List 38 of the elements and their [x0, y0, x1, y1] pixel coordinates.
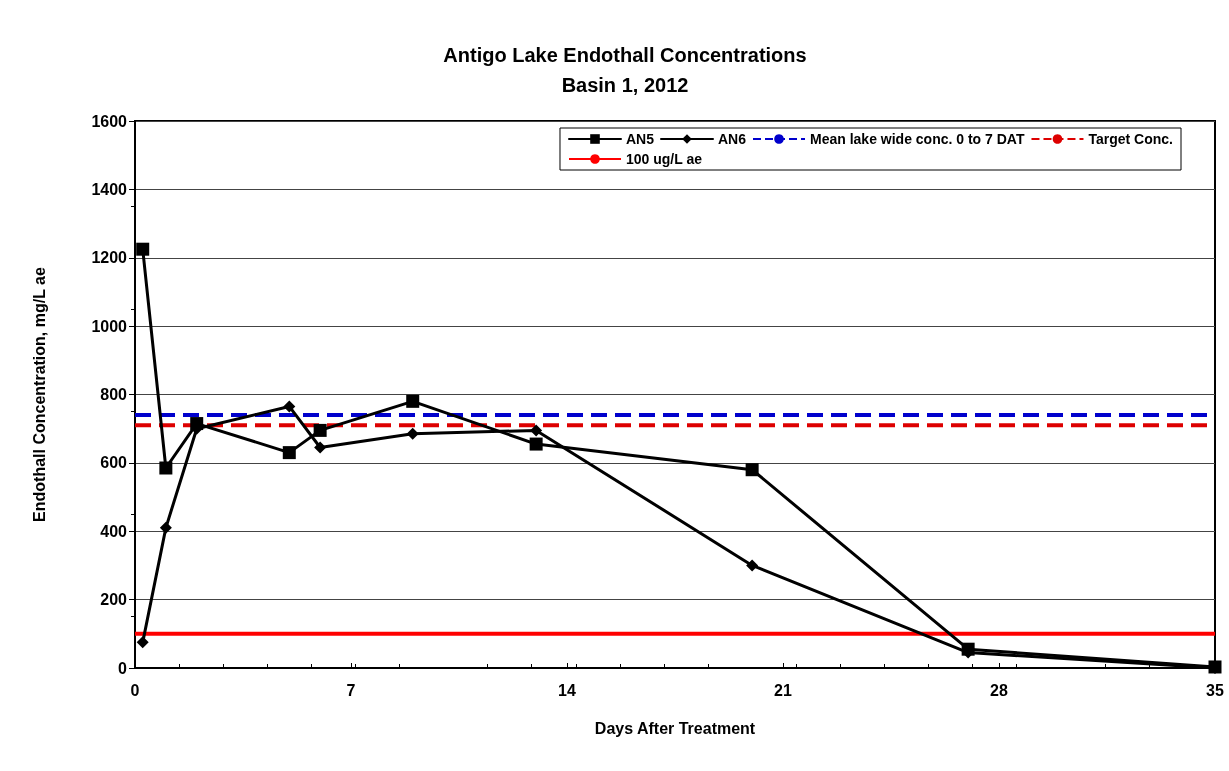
x-tick-label: 35: [1206, 681, 1224, 699]
y-tick-label: 800: [100, 386, 128, 403]
chart-title: Antigo Lake Endothall Concentrations: [443, 44, 807, 66]
legend-label: Target Conc.: [1088, 131, 1173, 147]
point: [136, 242, 150, 256]
y-tick-label: 600: [100, 454, 128, 472]
point: [745, 463, 759, 477]
point: [159, 461, 173, 475]
x-axis-title: Days After Treatment: [594, 719, 756, 737]
legend-label: 100 ug/L ae: [626, 151, 703, 167]
x-tick-label: 28: [990, 681, 1008, 699]
legend-label: Mean lake wide conc. 0 to 7 DAT: [810, 131, 1025, 147]
x-tick-label: 14: [558, 681, 576, 699]
point: [313, 423, 327, 437]
y-axis-title: Endothall Concentration, mg/L ae: [30, 266, 48, 522]
y-tick-label: 400: [100, 522, 128, 540]
x-tick-label: 0: [130, 681, 140, 699]
chart-subtitle: Basin 1, 2012: [561, 74, 689, 96]
point: [314, 441, 327, 454]
point: [282, 446, 296, 460]
legend-label: AN5: [626, 131, 655, 147]
point: [283, 400, 296, 413]
point: [136, 636, 149, 649]
y-tick-label: 1400: [91, 180, 128, 198]
x-tick-label: 7: [346, 681, 356, 699]
y-tick-label: 0: [118, 659, 128, 677]
point: [159, 521, 172, 534]
point: [406, 427, 419, 440]
point: [746, 559, 759, 572]
legend-label: AN6: [718, 131, 747, 147]
x-tick-label: 21: [774, 681, 792, 699]
y-tick-label: 200: [100, 591, 128, 609]
y-tick-label: 1200: [91, 249, 128, 267]
point: [530, 424, 543, 437]
y-tick-label: 1600: [91, 112, 128, 130]
point: [529, 437, 543, 451]
point: [406, 394, 420, 408]
y-tick-label: 1000: [91, 317, 128, 335]
